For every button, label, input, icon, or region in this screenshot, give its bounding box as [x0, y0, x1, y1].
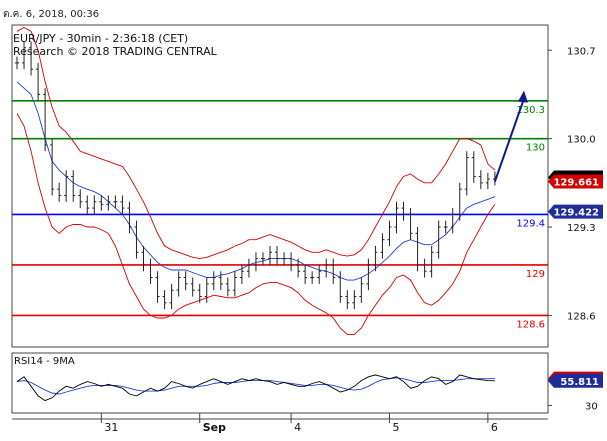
price-panel-border [11, 24, 549, 348]
forecast-arrow-head [517, 90, 528, 103]
rsi-panel-border [11, 352, 549, 414]
instrument-title: EUR/JPY - 30min - 2:36:18 (CET) [13, 32, 189, 45]
x-tick-label-31: 31 [104, 421, 118, 434]
level-label-129: 129 [526, 269, 545, 280]
price-panel: 128.6 129.3 130.0 130.7 130.3 130 129.4 129 128.… [11, 24, 603, 348]
moving-average-line [16, 81, 496, 281]
rsi-title: RSI14 - 9MA [14, 356, 75, 367]
x-tick-label-6: 6 [491, 421, 498, 434]
y-tick-label: 130.7 [567, 46, 596, 57]
level-label-128.6: 128.6 [516, 319, 545, 330]
level-label-129.4: 129.4 [516, 218, 545, 229]
rsi-tick-label: 30 [585, 401, 598, 412]
rsi-label-box-55.811 [548, 373, 603, 388]
bollinger-upper-line [16, 26, 496, 260]
date-time-label: ต.ค. 6, 2018, 00:36 [3, 9, 100, 20]
rsi-panel: RSI14 - 9MA3058.074555.811 [11, 352, 603, 414]
price-label-129.661: 129.661 [553, 177, 599, 188]
rsi-line [16, 374, 495, 402]
y-tick-label: 128.6 [567, 311, 596, 322]
x-tick-label-5: 5 [392, 421, 399, 434]
rsi-ma-line [16, 377, 495, 395]
level-label-130.3: 130.3 [516, 105, 545, 116]
rsi-label-55.811: 55.811 [560, 377, 599, 388]
price-label-box-129.422 [548, 204, 603, 219]
x-tick-label-Sep: Sep [203, 421, 226, 434]
price-label-box-129.661 [548, 174, 603, 189]
y-tick-label: 129.3 [567, 223, 596, 234]
y-tick-label: 130.0 [567, 135, 596, 146]
bollinger-lower-line [16, 113, 496, 335]
level-label-130: 130 [526, 143, 545, 154]
price-label-129.422: 129.422 [553, 208, 599, 219]
forecast-arrow-shaft [493, 98, 525, 182]
x-tick-label-4: 4 [294, 421, 301, 434]
research-credit: Research © 2018 TRADING CENTRAL [13, 45, 217, 58]
time-axis: 31 Sep 4 5 6 [12, 413, 548, 434]
